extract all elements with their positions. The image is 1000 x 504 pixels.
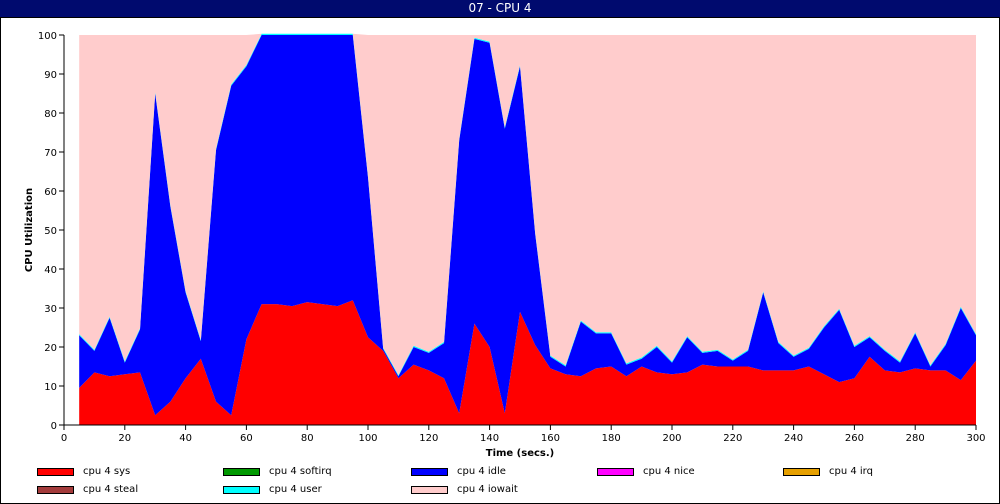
y-tick-label: 90: [44, 70, 57, 81]
x-tick-label: 80: [301, 433, 314, 444]
x-tick-label: 140: [480, 433, 499, 444]
area-cpu-4-iowait: [79, 33, 976, 376]
x-tick-label: 240: [784, 433, 803, 444]
legend-label: cpu 4 iowait: [457, 484, 518, 495]
x-tick-label: 220: [723, 433, 742, 444]
x-tick-label: 160: [541, 433, 560, 444]
legend-label: cpu 4 softirq: [269, 466, 332, 477]
x-axis-label: Time (secs.): [486, 448, 555, 459]
area-cpu-4-sys: [79, 300, 976, 425]
legend-swatch: [223, 468, 260, 476]
legend-item-cpu-4-softirq: cpu 4 softirq: [223, 465, 403, 479]
legend-swatch: [411, 468, 448, 476]
legend-label: cpu 4 irq: [829, 466, 873, 477]
legend-item-cpu-4-sys: cpu 4 sys: [37, 465, 217, 479]
chart-axes: 0 10 20 30 40 50 60 70 80 90 100 0 20 40 60 80 100 120 140…: [38, 31, 986, 444]
x-tick-label: 20: [118, 433, 131, 444]
x-tick-label: 0: [61, 433, 67, 444]
x-tick-label: 180: [602, 433, 621, 444]
window-title: 07 - CPU 4: [0, 0, 1000, 17]
legend-swatch: [37, 468, 74, 476]
x-tick-label: 100: [358, 433, 377, 444]
y-tick-label: 50: [44, 226, 57, 237]
legend-label: cpu 4 idle: [457, 466, 506, 477]
x-tick-label: 40: [179, 433, 192, 444]
legend-label: cpu 4 user: [269, 484, 322, 495]
y-tick-label: 20: [44, 343, 57, 354]
legend-label: cpu 4 nice: [643, 466, 695, 477]
x-tick-label: 280: [906, 433, 925, 444]
legend-swatch: [37, 486, 74, 494]
x-tick-label: 260: [845, 433, 864, 444]
series-areas: [79, 33, 976, 425]
x-tick-label: 120: [419, 433, 438, 444]
legend-item-cpu-4-idle: cpu 4 idle: [411, 465, 591, 479]
chart-legend: cpu 4 sys cpu 4 softirq cpu 4 idle cpu 4 ni…: [0, 462, 1000, 504]
y-tick-label: 0: [51, 421, 57, 432]
legend-label: cpu 4 sys: [83, 466, 131, 477]
legend-item-cpu-4-user: cpu 4 user: [223, 483, 403, 497]
legend-swatch: [223, 486, 260, 494]
y-tick-label: 100: [38, 31, 57, 42]
legend-item-cpu-4-nice: cpu 4 nice: [597, 465, 777, 479]
y-tick-label: 60: [44, 187, 57, 198]
legend-item-cpu-4-irq: cpu 4 irq: [783, 465, 963, 479]
x-tick-label: 200: [662, 433, 681, 444]
legend-swatch: [597, 468, 634, 476]
area-cpu-4-idle: [79, 35, 976, 416]
legend-swatch: [411, 486, 448, 494]
y-tick-label: 40: [44, 265, 57, 276]
legend-swatch: [783, 468, 820, 476]
cpu-utilization-chart: 0 10 20 30 40 50 60 70 80 90 100 0 20 40 60 80 100 120 140…: [24, 31, 986, 459]
legend-item-cpu-4-iowait: cpu 4 iowait: [411, 483, 591, 497]
y-tick-label: 10: [44, 382, 57, 393]
y-tick-label: 70: [44, 148, 57, 159]
y-tick-label: 80: [44, 109, 57, 120]
y-axis-label: CPU Utilization: [24, 188, 35, 272]
x-tick-label: 300: [966, 433, 985, 444]
legend-label: cpu 4 steal: [83, 484, 139, 495]
legend-item-cpu-4-steal: cpu 4 steal: [37, 483, 217, 497]
x-tick-label: 60: [240, 433, 253, 444]
y-tick-label: 30: [44, 304, 57, 315]
